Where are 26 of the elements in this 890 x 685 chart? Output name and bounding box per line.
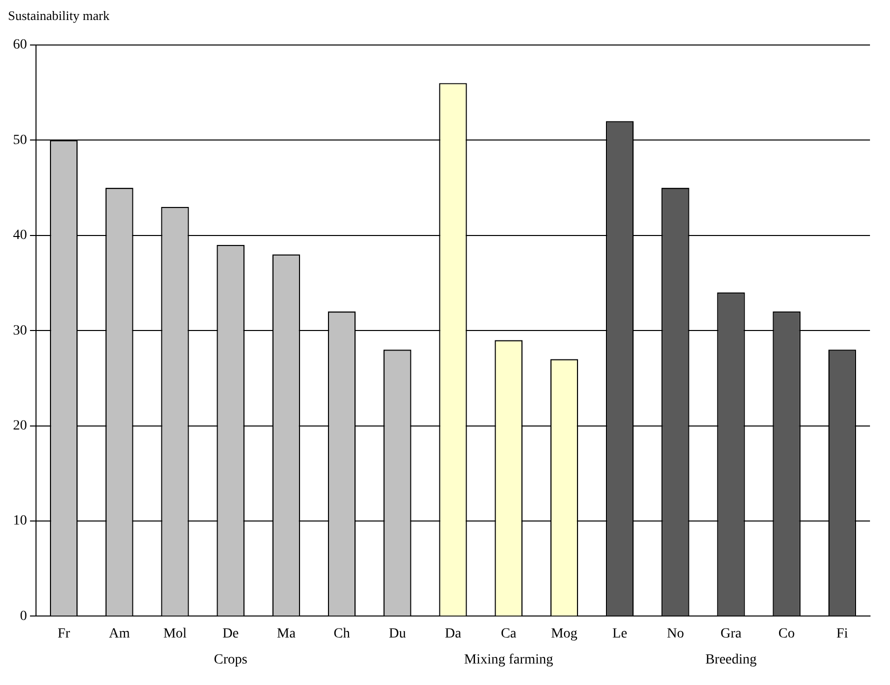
- text: Breeding: [705, 652, 757, 668]
- x-tick-label: Ca: [500, 626, 518, 642]
- x-tick-label: Fr: [58, 626, 70, 642]
- y-tick-label: 60: [13, 38, 27, 53]
- x-tick-label: Fi: [836, 626, 848, 642]
- y-tick-label: 40: [13, 228, 27, 244]
- text: Crops: [214, 652, 248, 668]
- text: Mixing farming: [464, 652, 554, 668]
- x-tick-label: Le: [612, 626, 628, 642]
- x-tick-label: Co: [778, 626, 795, 642]
- x-tick-label: Da: [444, 626, 462, 642]
- x-tick-label: Am: [108, 626, 130, 642]
- x-tick-label: Gra: [720, 626, 742, 642]
- x-tick-label: Mog: [550, 626, 578, 642]
- x-tick-label: Ma: [276, 626, 296, 642]
- y-tick-label: 0: [20, 608, 27, 624]
- x-tick-label: No: [666, 626, 684, 642]
- y-tick-label: 30: [13, 323, 27, 338]
- y-tick-label: 10: [13, 514, 27, 529]
- x-tick-label: Mol: [163, 626, 187, 642]
- y-axis-title: Sustainability mark: [8, 8, 110, 24]
- y-tick-label: 50: [13, 132, 27, 148]
- x-tick-label: Du: [388, 626, 406, 642]
- x-tick-label: Ch: [334, 626, 350, 642]
- x-tick-label: De: [222, 626, 239, 642]
- y-tick-label: 20: [13, 418, 27, 434]
